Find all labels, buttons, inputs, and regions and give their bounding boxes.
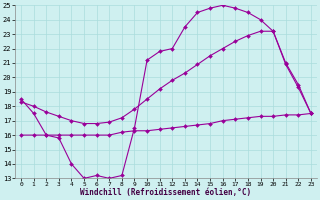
X-axis label: Windchill (Refroidissement éolien,°C): Windchill (Refroidissement éolien,°C): [80, 188, 252, 197]
